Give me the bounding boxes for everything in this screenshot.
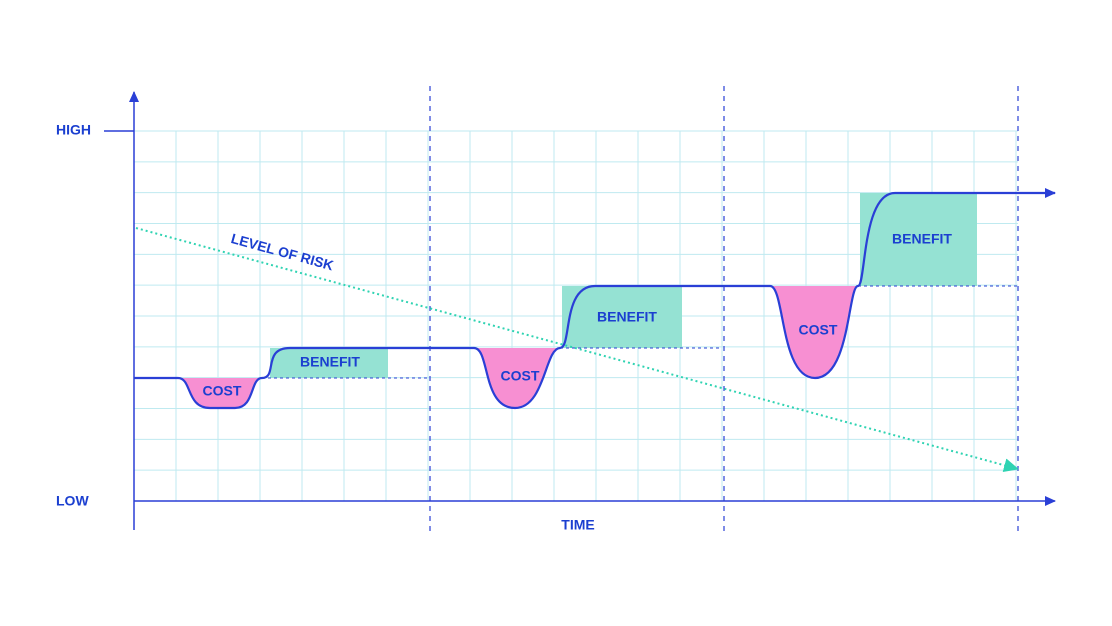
benefit-area <box>860 193 977 286</box>
benefit-label: BENEFIT <box>892 231 952 247</box>
cost-label: COST <box>203 383 242 399</box>
benefit-label: BENEFIT <box>300 354 360 370</box>
cost-label: COST <box>501 368 540 384</box>
cost-label: COST <box>799 322 838 338</box>
low-label: LOW <box>56 493 89 509</box>
high-label: HIGH <box>56 122 91 138</box>
cost-area <box>474 348 560 408</box>
risk-line <box>135 227 1019 473</box>
cost-area <box>178 378 262 408</box>
benefit-area <box>562 286 682 348</box>
value-curve <box>134 188 1056 410</box>
time-label: TIME <box>561 517 594 533</box>
benefit-label: BENEFIT <box>597 309 657 325</box>
risk-label: LEVEL OF RISK <box>229 230 335 273</box>
benefit-area <box>270 348 388 378</box>
